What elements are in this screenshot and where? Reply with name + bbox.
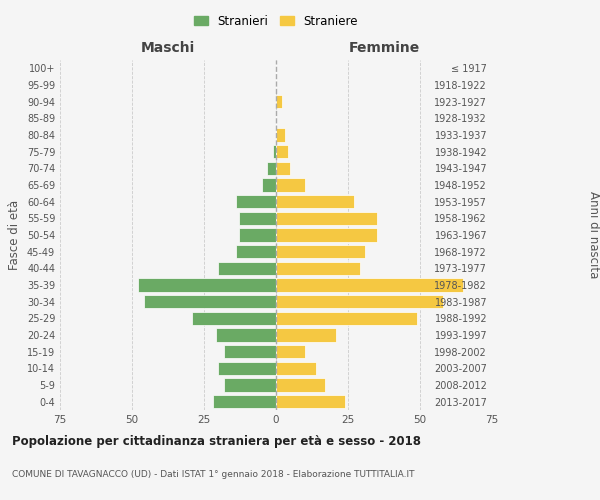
Bar — [276, 312, 417, 325]
Bar — [143, 295, 276, 308]
Bar — [276, 128, 284, 141]
Bar — [276, 228, 377, 241]
Bar — [276, 145, 287, 158]
Bar — [276, 162, 290, 175]
Bar — [268, 162, 276, 175]
Text: Maschi: Maschi — [141, 41, 195, 55]
Bar — [276, 362, 316, 375]
Y-axis label: Fasce di età: Fasce di età — [8, 200, 21, 270]
Bar — [215, 328, 276, 342]
Bar — [224, 345, 276, 358]
Bar — [239, 228, 276, 241]
Bar — [236, 245, 276, 258]
Bar — [224, 378, 276, 392]
Bar — [262, 178, 276, 192]
Bar — [276, 345, 305, 358]
Bar — [276, 395, 345, 408]
Bar — [276, 195, 354, 208]
Bar — [138, 278, 276, 291]
Bar — [276, 378, 325, 392]
Bar — [276, 178, 305, 192]
Legend: Stranieri, Straniere: Stranieri, Straniere — [189, 10, 363, 32]
Text: COMUNE DI TAVAGNACCO (UD) - Dati ISTAT 1° gennaio 2018 - Elaborazione TUTTITALIA: COMUNE DI TAVAGNACCO (UD) - Dati ISTAT 1… — [12, 470, 415, 479]
Text: Femmine: Femmine — [349, 41, 419, 55]
Bar — [276, 328, 337, 342]
Bar — [212, 395, 276, 408]
Bar — [236, 195, 276, 208]
Bar — [276, 95, 282, 108]
Bar — [239, 212, 276, 225]
Bar — [276, 278, 463, 291]
Bar — [276, 262, 359, 275]
Bar — [273, 145, 276, 158]
Text: Popolazione per cittadinanza straniera per età e sesso - 2018: Popolazione per cittadinanza straniera p… — [12, 435, 421, 448]
Text: Anni di nascita: Anni di nascita — [587, 192, 600, 278]
Bar — [193, 312, 276, 325]
Bar — [276, 245, 365, 258]
Bar — [276, 295, 443, 308]
Bar — [218, 362, 276, 375]
Bar — [276, 212, 377, 225]
Bar — [218, 262, 276, 275]
